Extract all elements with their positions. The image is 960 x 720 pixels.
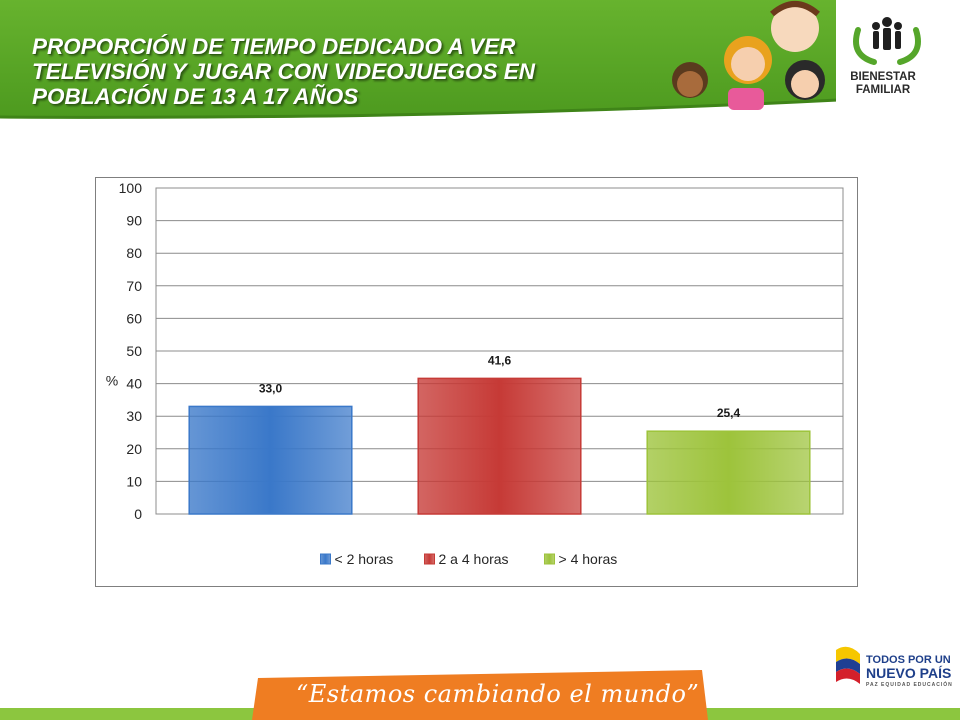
bar (646, 430, 811, 515)
header-banner (0, 0, 839, 119)
title-line-1: PROPORCIÓN DE TIEMPO DEDICADO A VER (32, 34, 516, 59)
data-label: 41,6 (488, 353, 512, 367)
title-line-3: POBLACIÓN DE 13 A 17 AÑOS (32, 84, 359, 109)
brand-line-2: FAMILIAR (855, 84, 911, 96)
y-tick-label: 30 (126, 408, 142, 424)
chart-frame: 0 10 20 30 40 50 60 70 80 90 100% 33,0 41,6 25,4 < 2 h… (95, 177, 858, 587)
bienestar-familiar-logo-icon (836, 0, 960, 120)
gov-brand: TODOS POR UN NUEVO PAÍS PAZ EQUIDAD EDUC… (866, 654, 956, 689)
title-line-2: TELEVISIÓN Y JUGAR CON VIDEOJUEGOS EN (32, 59, 536, 84)
gov-line-1: TODOS POR UN (866, 654, 951, 666)
y-tick-label: 50 (126, 343, 142, 359)
y-tick-label: 10 (126, 473, 142, 489)
page-title: PROPORCIÓN DE TIEMPO DEDICADO A VER TELE… (32, 34, 672, 109)
legend-label: < 2 horas (335, 551, 394, 567)
y-tick-label: 80 (126, 245, 142, 261)
footer-band (0, 646, 960, 720)
gov-line-2: NUEVO PAÍS (866, 665, 952, 681)
legend-label: > 4 horas (559, 551, 618, 567)
brand-line-1: BIENESTAR (850, 71, 916, 83)
bar-chart: 0 10 20 30 40 50 60 70 80 90 100% 33,0 41,6 25,4 < 2 h… (106, 180, 844, 567)
children-illustration-icon (672, 1, 825, 110)
brand-name: BIENESTAR FAMILIAR (850, 71, 916, 97)
y-axis-label: % (106, 373, 118, 389)
legend-swatch (424, 553, 435, 565)
bar (188, 405, 353, 515)
bar (417, 377, 582, 515)
legend-swatch (320, 553, 331, 565)
legend-swatch (544, 553, 555, 565)
y-tick-label: 70 (126, 278, 142, 294)
y-tick-label: 90 (126, 213, 142, 229)
y-tick-label: 20 (126, 441, 142, 457)
legend-label: 2 a 4 horas (439, 551, 509, 567)
y-tick-label: 100 (119, 180, 143, 196)
colombia-flag-icon (836, 646, 860, 684)
footer-slogan: “Estamos cambiando el mundo” (296, 680, 700, 708)
y-tick-label: 40 (126, 376, 142, 392)
data-label: 33,0 (259, 381, 283, 395)
y-tick-label: 60 (126, 310, 142, 326)
y-tick-label: 0 (134, 506, 142, 522)
gov-line-3: PAZ EQUIDAD EDUCACIÓN (866, 682, 953, 688)
data-label: 25,4 (717, 406, 741, 420)
